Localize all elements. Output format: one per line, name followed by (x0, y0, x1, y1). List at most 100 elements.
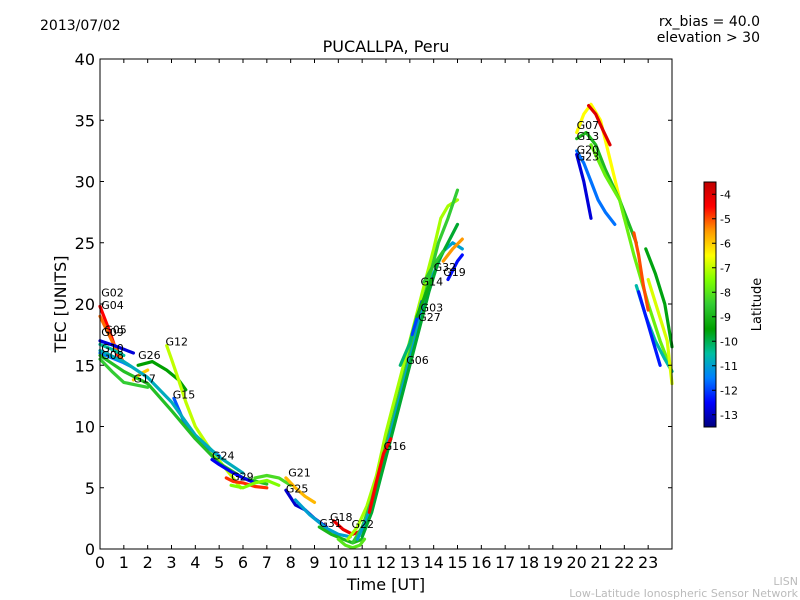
series-line-gr2 (351, 188, 460, 545)
y-tick-label: 35 (75, 111, 95, 130)
series-line-g32 (441, 237, 464, 263)
x-tick-label: 12 (376, 553, 396, 572)
series-line-g16 (367, 437, 393, 514)
series-line-ga2 (589, 143, 674, 373)
x-tick-label: 3 (166, 553, 176, 572)
satellite-label: G14 (421, 276, 444, 289)
satellite-label: G07 (577, 119, 600, 132)
series-line-gm1 (229, 478, 281, 490)
x-tick-label: 22 (614, 553, 634, 572)
series-line-g14 (422, 249, 445, 284)
satellite-label: G09 (101, 326, 124, 339)
colorbar-tick-label: -4 (720, 188, 731, 201)
satellite-label: G06 (406, 354, 429, 367)
satellite-label: G13 (577, 130, 600, 143)
chart-title: PUCALLPA, Peru (322, 37, 450, 56)
series-line-g03 (415, 277, 433, 318)
colorbar-tick-label: -10 (720, 335, 738, 348)
colorbar-tick-label: -12 (720, 384, 738, 397)
x-tick-label: 2 (143, 553, 153, 572)
satellite-label: G04 (101, 299, 124, 312)
plot-annotations: rx_bias = 40.0 elevation > 30 (657, 14, 760, 46)
date-label: 2013/07/02 (40, 18, 121, 34)
series-line-g22 (336, 537, 367, 550)
footer-acronym: LISN (773, 575, 798, 588)
satellite-label: G27 (418, 311, 441, 324)
satellite-label: G15 (173, 388, 196, 401)
series-line-gm3 (293, 498, 352, 539)
y-tick-label: 25 (75, 234, 95, 253)
footer-network-name: Low-Latitude Ionospheric Sensor Network (569, 587, 798, 600)
colorbar-tick-label: -7 (720, 262, 731, 275)
rx-bias-annotation: rx_bias = 40.0 (658, 14, 760, 30)
series-line-g05 (98, 339, 135, 355)
y-tick-label: 20 (75, 295, 95, 314)
satellite-label: G26 (138, 349, 161, 362)
x-tick-label: 18 (519, 553, 539, 572)
satellite-label: G29 (231, 470, 254, 483)
series-line-g31 (317, 525, 364, 545)
satellite-label: G18 (330, 511, 353, 524)
satellite-label: G08 (101, 349, 124, 362)
x-tick-label: 4 (190, 553, 200, 572)
satellite-label: G22 (351, 518, 374, 531)
satellite-label: G10 (101, 342, 124, 355)
y-tick-label: 30 (75, 173, 95, 192)
colorbar-tick-label: -13 (720, 409, 738, 422)
colorbar-tick-label: -9 (720, 311, 731, 324)
series-line-ga3 (632, 231, 650, 312)
series-line-g08 (98, 357, 150, 389)
y-tick-label: 0 (85, 540, 95, 559)
x-tick-label: 17 (495, 553, 515, 572)
series-line-ga6 (644, 247, 674, 349)
x-tick-label: 9 (309, 553, 319, 572)
x-tick-label: 19 (543, 553, 563, 572)
y-tick-label: 40 (75, 50, 95, 69)
x-axis-label: Time [UT] (346, 575, 425, 594)
x-tick-label: 5 (214, 553, 224, 572)
x-tick-label: 7 (262, 553, 272, 572)
series-line-gr1 (346, 198, 460, 541)
x-tick-label: 8 (286, 553, 296, 572)
satellite-label: G21 (288, 467, 311, 480)
series-line-ga7 (646, 277, 674, 386)
y-tick-label: 5 (85, 479, 95, 498)
series-line-gm2 (253, 473, 293, 487)
series-line-ga5 (636, 290, 662, 367)
x-tick-label: 14 (423, 553, 443, 572)
colorbar-tick-label: -11 (720, 360, 738, 373)
x-tick-label: 10 (328, 553, 348, 572)
satellite-label: G02 (101, 287, 124, 300)
satellite-label: G16 (384, 440, 407, 453)
series-line-ga1 (575, 152, 593, 220)
y-axis-label: TEC [UNITS] (51, 256, 70, 354)
colorbar-tick-label: -6 (720, 237, 731, 250)
satellite-label: G03 (421, 301, 444, 314)
x-tick-label: 11 (352, 553, 372, 572)
series-line-g04 (98, 314, 126, 365)
x-tick-label: 23 (638, 553, 658, 572)
x-tick-label: 21 (590, 553, 610, 572)
satellite-label: G17 (133, 372, 156, 385)
satellite-label: G25 (286, 483, 309, 496)
series-line-g24 (210, 458, 257, 485)
colorbar-label: Latitude (750, 278, 765, 332)
x-tick-label: 6 (238, 553, 248, 572)
x-tick-label: 15 (447, 553, 467, 572)
elevation-annotation: elevation > 30 (656, 30, 760, 46)
x-tick-label: 16 (471, 553, 491, 572)
series-line-g19 (446, 253, 464, 282)
colorbar-tick-label: -5 (720, 213, 731, 226)
satellite-label: G19 (443, 266, 466, 279)
satellite-label: G05 (104, 323, 127, 336)
series-line-g09 (98, 342, 126, 357)
satellite-label: G23 (577, 151, 600, 164)
y-tick-label: 10 (75, 418, 95, 437)
series-line-g23 (575, 149, 617, 226)
x-tick-label: 1 (119, 553, 129, 572)
y-tick-label: 15 (75, 356, 95, 375)
series-line-g29 (224, 476, 269, 490)
x-tick-label: 13 (400, 553, 420, 572)
satellite-label: G31 (319, 517, 342, 530)
